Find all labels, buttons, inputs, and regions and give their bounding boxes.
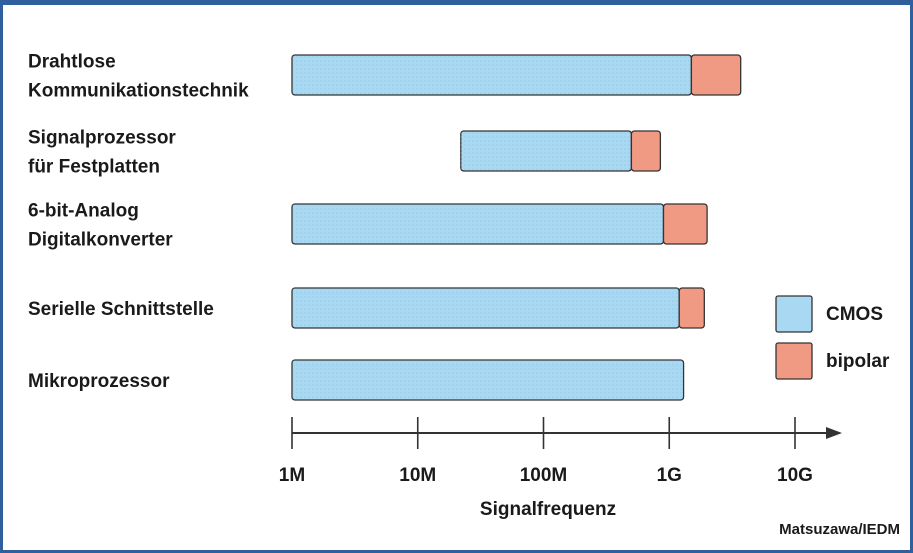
legend-label: bipolar: [826, 351, 890, 372]
x-tick-label: 10M: [399, 465, 436, 486]
bar-bipolar-2: [662, 203, 708, 245]
bar-cmos-4: [291, 359, 685, 401]
bar-bipolar-1: [630, 130, 662, 172]
bar-cmos-3: [291, 287, 680, 329]
category-label: 6-bit-Analog: [28, 201, 139, 222]
category-label: Kommunikationstechnik: [28, 81, 249, 102]
x-tick-label: 1M: [279, 465, 305, 486]
category-label: Serielle Schnittstelle: [28, 299, 214, 320]
legend-label: CMOS: [826, 304, 883, 325]
bar-bipolar-3: [678, 287, 705, 329]
category-label: Digitalkonverter: [28, 230, 173, 251]
legend-swatch-bipolar: [775, 342, 813, 380]
x-tick-label: 1G: [657, 465, 682, 486]
category-label: Mikroprozessor: [28, 371, 170, 392]
x-axis-label: Signalfrequenz: [480, 499, 616, 520]
bar-bipolar-0: [690, 54, 742, 96]
category-label: für Festplatten: [28, 157, 160, 178]
legend-swatch-cmos: [775, 295, 813, 333]
bar-cmos-2: [291, 203, 665, 245]
x-axis-arrowhead: [826, 427, 842, 439]
category-label: Signalprozessor: [28, 128, 176, 149]
bar-cmos-0: [291, 54, 693, 96]
bar-cmos-1: [460, 130, 633, 172]
category-label: Drahtlose: [28, 52, 116, 73]
x-tick-label: 100M: [520, 465, 568, 486]
source-credit: Matsuzawa/IEDM: [779, 521, 900, 538]
x-tick-label: 10G: [777, 465, 813, 486]
